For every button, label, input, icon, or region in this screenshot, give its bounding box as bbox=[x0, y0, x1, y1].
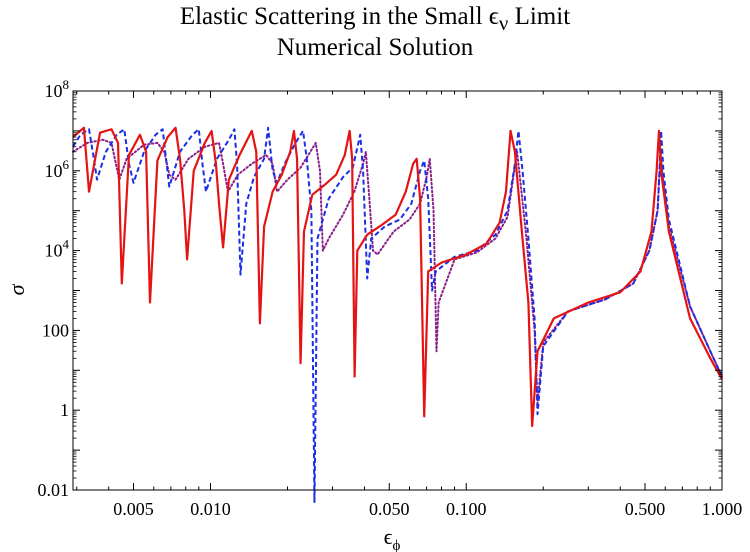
title-nu-subscript: ν bbox=[498, 11, 509, 35]
series-layer bbox=[72, 126, 723, 504]
series-line-red-solid bbox=[72, 126, 723, 428]
axes-layer: 0.005 0.010 0.050 0.100 0.500 1.000 0.01 1 100 10… bbox=[38, 77, 743, 519]
y-tick-label-exponent: 8 bbox=[63, 77, 70, 92]
y-tick-label-base: 10 bbox=[45, 241, 63, 261]
y-tick-label: 100 bbox=[42, 320, 69, 340]
y-tick-label: 104 bbox=[45, 237, 70, 261]
y-tick-label-exponent: 6 bbox=[63, 157, 70, 172]
y-tick-label: 1 bbox=[60, 400, 69, 420]
x-tick-label: 0.005 bbox=[113, 499, 154, 519]
series-line-blue-dashed bbox=[72, 126, 723, 504]
x-axis-label-symbol: ϵ bbox=[384, 524, 393, 549]
x-axis-label-subscript: ϕ bbox=[393, 538, 401, 552]
x-tick-label: 0.100 bbox=[446, 499, 487, 519]
y-tick-label-exponent: 4 bbox=[63, 237, 70, 252]
x-axis-label: ϵϕ bbox=[384, 524, 401, 552]
title-text-prefix: Elastic Scattering in the Small bbox=[179, 3, 489, 30]
chart-title-line2: Numerical Solution bbox=[276, 34, 474, 61]
x-tick-label: 1.000 bbox=[702, 499, 743, 519]
x-tick-label: 0.050 bbox=[369, 499, 410, 519]
y-axis-label: σ bbox=[4, 283, 29, 295]
chart-title-line1: Elastic Scattering in the Small ϵν Limit bbox=[0, 2, 750, 38]
y-tick-label: 108 bbox=[45, 77, 70, 101]
title-epsilon-symbol: ϵ bbox=[488, 3, 499, 30]
y-tick-label-base: 10 bbox=[45, 161, 63, 181]
x-tick-label: 0.010 bbox=[190, 499, 231, 519]
title-text-suffix: Limit bbox=[508, 3, 571, 30]
y-tick-label: 0.01 bbox=[38, 480, 70, 500]
y-tick-label-base: 10 bbox=[45, 81, 63, 101]
plot-frame bbox=[72, 90, 723, 491]
y-tick-label: 106 bbox=[45, 157, 70, 181]
x-tick-label: 0.500 bbox=[625, 499, 666, 519]
series-line-purple-dotted bbox=[72, 138, 723, 405]
